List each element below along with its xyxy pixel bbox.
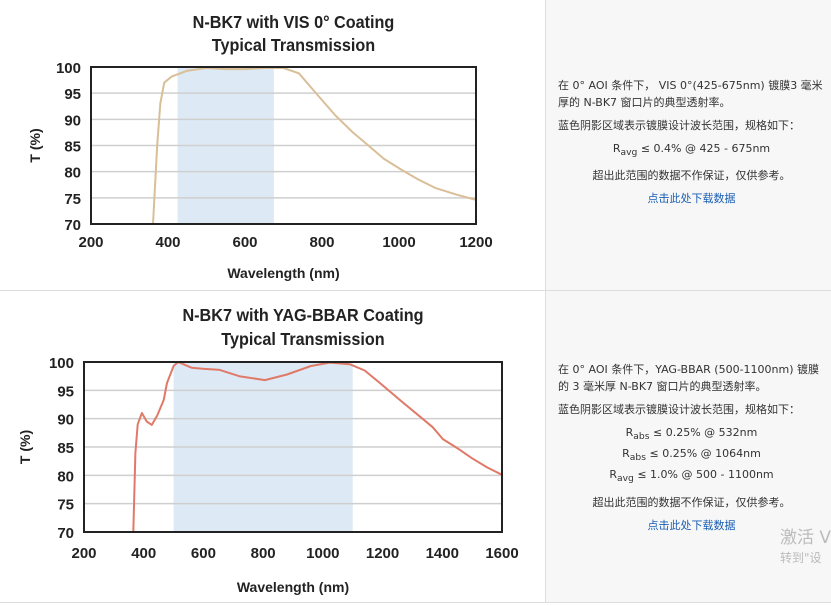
chart-cell: N-BK7 with VIS 0° Coating Typical Transmi…: [0, 0, 545, 290]
chart-row-yag: N-BK7 with YAG-BBAR Coating Typical Trans…: [0, 291, 831, 603]
y-tick-label: 70: [57, 525, 74, 542]
y-tick-label: 100: [49, 355, 74, 372]
y-tick-label: 80: [57, 468, 74, 485]
x-tick-label: 400: [131, 545, 156, 562]
x-tick-label: 200: [78, 234, 103, 251]
x-axis-label: Wavelength (nm): [227, 265, 339, 281]
x-tick-label: 1000: [382, 234, 415, 251]
y-tick-label: 70: [64, 217, 81, 234]
y-tick-label: 85: [64, 139, 81, 156]
spec-item: Ravg ≤ 0.4% @ 425 - 675nm: [612, 142, 771, 159]
x-tick-label: 1200: [459, 234, 492, 251]
x-tick-label: 800: [309, 234, 334, 251]
y-tick-label: 90: [64, 112, 81, 129]
activation-watermark-hint: 转到"设: [780, 551, 822, 565]
y-tick-label: 85: [57, 440, 74, 457]
shading-note: 蓝色阴影区域表示镀膜设计波长范围，规格如下：: [558, 119, 800, 132]
y-tick-label: 75: [57, 497, 74, 514]
x-tick-label: 600: [232, 234, 257, 251]
chart-title: N-BK7 with YAG-BBAR Coating: [182, 305, 423, 325]
y-tick-label: 100: [56, 60, 81, 77]
plot-frame: [90, 66, 477, 225]
y-axis-label: T (%): [27, 128, 43, 162]
chart-title: N-BK7 with VIS 0° Coating: [193, 12, 395, 32]
disclaimer: 超出此范围的数据不作保证，仅供参考。: [592, 169, 791, 183]
description-line: 在 0° AOI 条件下， VIS 0°(425-675nm) 镀膜3 毫米: [558, 79, 823, 92]
x-tick-label: 200: [71, 545, 96, 562]
x-tick-label: 1400: [426, 545, 459, 562]
x-tick-label: 1200: [366, 545, 399, 562]
chart-row-vis: N-BK7 with VIS 0° Coating Typical Transmi…: [0, 0, 831, 291]
download-data-link[interactable]: 点击此处下载数据: [647, 518, 736, 532]
shading-note: 蓝色阴影区域表示镀膜设计波长范围，规格如下：: [558, 403, 800, 416]
x-tick-label: 400: [155, 234, 180, 251]
x-tick-label: 800: [251, 545, 276, 562]
x-tick-label: 1000: [306, 545, 339, 562]
y-tick-label: 75: [64, 191, 81, 208]
spec-list: Rabs ≤ 0.25% @ 532nm Rabs ≤ 0.25% @ 1064…: [558, 424, 825, 488]
chart-cell: N-BK7 with YAG-BBAR Coating Typical Trans…: [0, 291, 545, 602]
chart-subtitle: Typical Transmission: [221, 329, 384, 349]
x-tick-label: 1600: [485, 545, 518, 562]
description-line: 的 3 毫米厚 N-BK7 窗口片的典型透射率。: [558, 380, 767, 393]
spec-item: Rabs ≤ 0.25% @ 1064nm: [622, 447, 761, 464]
description-panel: 在 0° AOI 条件下，YAG-BBAR (500-1100nm) 镀膜 的 …: [545, 291, 831, 602]
download-data-link[interactable]: 点击此处下载数据: [647, 192, 736, 206]
y-tick-label: 80: [64, 165, 81, 182]
chart-subtitle: Typical Transmission: [212, 35, 375, 55]
y-axis-label: T (%): [17, 430, 33, 464]
y-tick-label: 95: [57, 383, 74, 400]
spec-item: Ravg ≤ 1.0% @ 500 - 1100nm: [609, 468, 774, 485]
x-axis-label: Wavelength (nm): [237, 579, 349, 595]
description-line: 在 0° AOI 条件下，YAG-BBAR (500-1100nm) 镀膜: [558, 363, 820, 376]
y-tick-label: 90: [57, 412, 74, 429]
transmission-chart-yag: N-BK7 with YAG-BBAR Coating Typical Trans…: [17, 305, 519, 595]
spec-list: Ravg ≤ 0.4% @ 425 - 675nm: [558, 140, 825, 161]
plot-frame: [83, 361, 503, 533]
spec-item: Rabs ≤ 0.25% @ 532nm: [625, 426, 758, 443]
description-panel: 在 0° AOI 条件下， VIS 0°(425-675nm) 镀膜3 毫米 厚…: [545, 0, 831, 290]
activation-watermark: 激活 V: [780, 528, 831, 548]
disclaimer: 超出此范围的数据不作保证，仅供参考。: [592, 495, 791, 509]
transmission-curve: [132, 361, 503, 533]
y-tick-label: 95: [64, 86, 81, 103]
x-tick-label: 600: [191, 545, 216, 562]
description-line: 厚的 N-BK7 窗口片的典型透射率。: [558, 96, 731, 109]
transmission-chart-vis: N-BK7 with VIS 0° Coating Typical Transmi…: [27, 12, 493, 281]
